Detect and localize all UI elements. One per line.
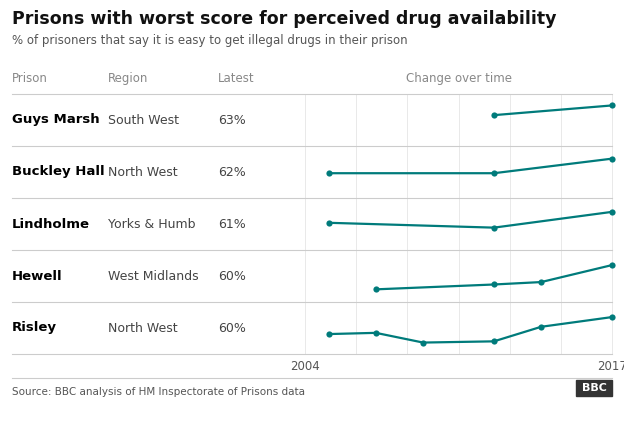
Text: 2017: 2017 — [597, 360, 624, 373]
Point — [324, 219, 334, 226]
Text: 60%: 60% — [218, 270, 246, 282]
Text: BBC: BBC — [582, 383, 607, 393]
Text: North West: North West — [108, 166, 178, 178]
Text: 61%: 61% — [218, 218, 246, 230]
Point — [607, 208, 617, 215]
Point — [536, 323, 546, 330]
Point — [607, 155, 617, 162]
Text: Region: Region — [108, 72, 149, 85]
Point — [418, 339, 428, 346]
Bar — [576, 380, 612, 396]
Text: % of prisoners that say it is easy to get illegal drugs in their prison: % of prisoners that say it is easy to ge… — [12, 34, 407, 47]
Point — [371, 286, 381, 293]
Point — [324, 170, 334, 177]
Text: 60%: 60% — [218, 322, 246, 334]
Point — [489, 338, 499, 345]
Text: Latest: Latest — [218, 72, 255, 85]
Point — [489, 111, 499, 118]
Text: Hewell: Hewell — [12, 270, 62, 282]
Text: 2004: 2004 — [290, 360, 320, 373]
Text: 62%: 62% — [218, 166, 246, 178]
Point — [607, 262, 617, 269]
Point — [489, 281, 499, 288]
Text: Prisons with worst score for perceived drug availability: Prisons with worst score for perceived d… — [12, 10, 557, 28]
Text: Change over time: Change over time — [406, 72, 512, 85]
Point — [536, 278, 546, 285]
Text: Guys Marsh: Guys Marsh — [12, 114, 100, 126]
Text: Lindholme: Lindholme — [12, 218, 90, 230]
Text: Source: BBC analysis of HM Inspectorate of Prisons data: Source: BBC analysis of HM Inspectorate … — [12, 387, 305, 397]
Point — [371, 329, 381, 336]
Point — [324, 330, 334, 337]
Text: Risley: Risley — [12, 322, 57, 334]
Point — [489, 170, 499, 177]
Text: 63%: 63% — [218, 114, 246, 126]
Point — [607, 102, 617, 109]
Text: West Midlands: West Midlands — [108, 270, 198, 282]
Point — [607, 314, 617, 321]
Text: Prison: Prison — [12, 72, 48, 85]
Text: South West: South West — [108, 114, 179, 126]
Text: North West: North West — [108, 322, 178, 334]
Point — [489, 224, 499, 231]
Text: Yorks & Humb: Yorks & Humb — [108, 218, 195, 230]
Text: Buckley Hall: Buckley Hall — [12, 166, 105, 178]
